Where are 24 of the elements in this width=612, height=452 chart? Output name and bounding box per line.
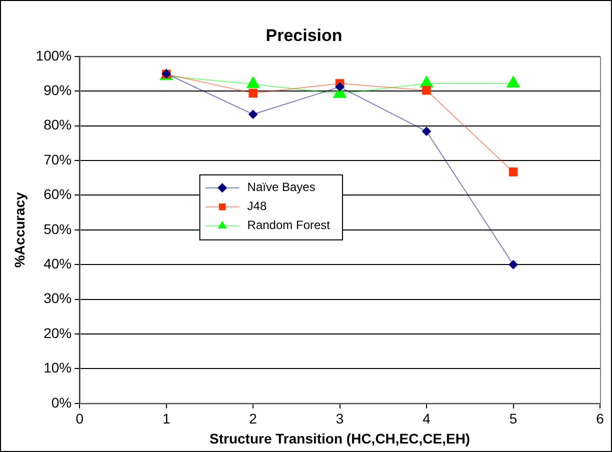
legend-label: J48 — [247, 199, 267, 214]
y-tick-label: 40% — [44, 255, 72, 272]
x-tick-label: 3 — [336, 410, 344, 427]
y-tick-label: 60% — [44, 186, 72, 202]
x-axis-title: Structure Transition (HC,CH,EC,CE,EH) — [210, 430, 470, 446]
legend-label: Naïve Bayes — [247, 180, 316, 194]
y-tick-label: 70% — [44, 151, 72, 168]
y-tick-label: 90% — [44, 82, 72, 98]
y-tick-label: 100% — [36, 47, 72, 64]
x-tick-label: 0 — [76, 410, 84, 427]
y-tick-label: 0% — [51, 394, 72, 410]
y-tick-label: 10% — [44, 360, 72, 376]
y-tick-label: 80% — [44, 116, 72, 133]
chart-title: Precision — [266, 26, 342, 45]
x-tick-label: 4 — [422, 410, 431, 427]
y-tick-label: 20% — [44, 324, 72, 341]
x-tick-label: 1 — [162, 410, 170, 427]
y-axis-title: %Accuracy — [11, 192, 28, 268]
x-tick-label: 5 — [509, 410, 518, 427]
y-tick-label: 50% — [44, 220, 72, 237]
y-tick-label: 30% — [44, 290, 72, 306]
x-tick-label: 6 — [596, 410, 604, 427]
x-tick-label: 2 — [249, 410, 258, 427]
legend-label: Random Forest — [247, 218, 331, 232]
